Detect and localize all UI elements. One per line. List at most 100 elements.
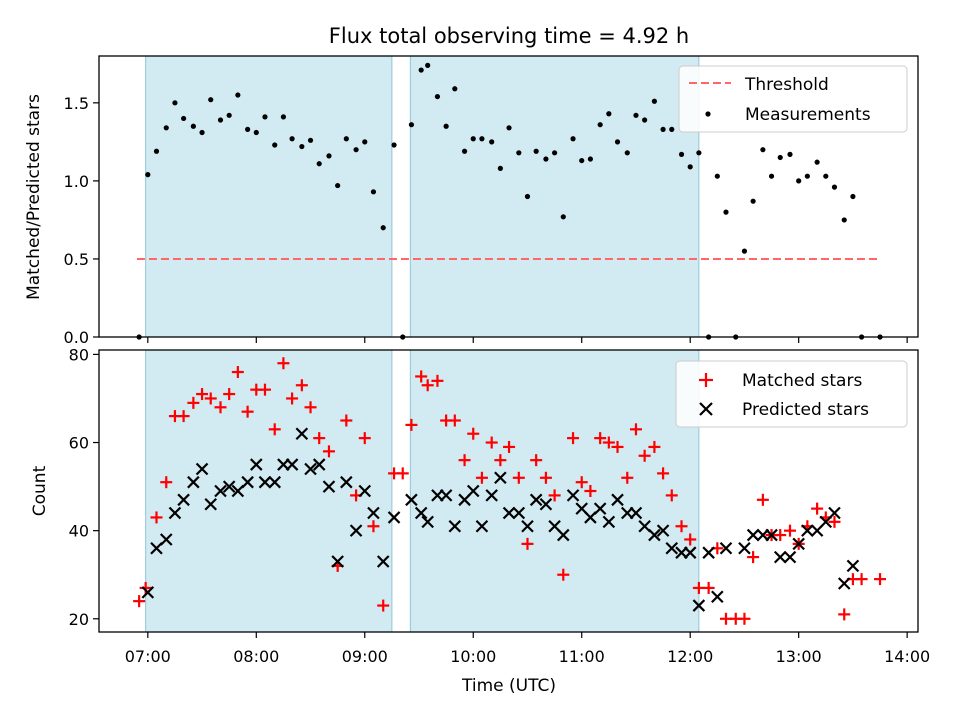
predicted-star-marker bbox=[702, 546, 715, 559]
measurement-point bbox=[696, 150, 702, 156]
measurement-point bbox=[217, 117, 224, 123]
predicted-star-marker bbox=[719, 542, 733, 555]
measurement-point bbox=[208, 97, 214, 103]
predicted-star-marker bbox=[512, 506, 526, 520]
matched-star-marker bbox=[521, 537, 534, 550]
measurement-point bbox=[606, 111, 612, 117]
bottom-y-tick-label: 80 bbox=[69, 345, 89, 364]
predicted-star-marker bbox=[692, 599, 706, 612]
matched-star-marker bbox=[621, 471, 634, 484]
predicted-star-marker bbox=[485, 489, 498, 502]
measurement-point bbox=[841, 217, 847, 223]
measurement-point bbox=[452, 86, 458, 92]
matched-star-marker bbox=[494, 454, 507, 467]
bottom-plot-frame bbox=[98, 349, 919, 633]
matched-star-marker bbox=[485, 436, 498, 449]
measurement-point bbox=[651, 98, 658, 104]
measurement-point bbox=[272, 142, 278, 148]
matched-star-marker bbox=[503, 440, 516, 453]
predicted-star-marker bbox=[204, 497, 218, 511]
measurement-point bbox=[391, 142, 397, 148]
matched-star-marker bbox=[160, 476, 173, 489]
bottom-y-ticks: 20 40 60 80 bbox=[69, 345, 99, 629]
predicted-star-marker bbox=[502, 506, 516, 520]
predicted-star-marker bbox=[439, 489, 453, 502]
predicted-star-marker bbox=[214, 484, 227, 498]
measurement-point bbox=[153, 148, 160, 154]
predicted-star-marker bbox=[539, 497, 553, 511]
top-y-ticks: 0.0 0.5 1.0 1.5 bbox=[64, 94, 99, 347]
predicted-star-marker bbox=[258, 475, 272, 489]
matched-star-marker bbox=[855, 573, 868, 586]
matched-star-marker bbox=[431, 374, 444, 387]
predicted-star-marker bbox=[665, 542, 679, 555]
predicted-star-marker bbox=[295, 427, 309, 440]
top-y-tick-label: 0.5 bbox=[64, 250, 89, 269]
predicted-star-marker bbox=[331, 555, 344, 568]
measurement-point bbox=[533, 148, 539, 154]
predicted-legend-label: Predicted stars bbox=[742, 400, 869, 420]
matched-star-marker bbox=[611, 440, 624, 453]
measurement-point bbox=[814, 159, 820, 165]
predicted-star-marker bbox=[195, 462, 209, 476]
matched-star-marker bbox=[396, 467, 409, 480]
top-panel: 0.0 0.5 1.0 1.5 Matched/Predicted stars Thr… bbox=[24, 55, 919, 347]
x-tick-label: 07:00 bbox=[125, 647, 171, 666]
predicted-star-marker bbox=[250, 458, 263, 471]
measurement-points bbox=[136, 62, 883, 340]
matched-star-marker bbox=[665, 489, 678, 502]
predicted-star-marker bbox=[648, 528, 661, 542]
predicted-star-marker bbox=[340, 475, 353, 489]
predicted-star-marker bbox=[177, 493, 190, 507]
measurement-point bbox=[470, 136, 476, 142]
measurement-point bbox=[570, 136, 576, 142]
matched-star-marker bbox=[358, 432, 371, 445]
matched-star-marker bbox=[783, 524, 796, 537]
matched-star-marker bbox=[367, 520, 380, 533]
matched-star-marker bbox=[196, 388, 209, 401]
predicted-star-marker bbox=[529, 493, 543, 507]
matched-star-marker bbox=[415, 370, 428, 383]
predicted-star-marker bbox=[638, 519, 651, 533]
predicted-star-marker bbox=[312, 458, 326, 471]
predicted-star-marker bbox=[168, 506, 182, 520]
predicted-star-marker bbox=[414, 506, 428, 520]
measurement-point bbox=[479, 136, 485, 142]
measurement-point bbox=[253, 129, 259, 136]
predicted-legend-marker bbox=[699, 402, 713, 416]
measurement-point bbox=[235, 92, 241, 98]
measurement-point bbox=[145, 172, 151, 178]
threshold-legend-label: Threshold bbox=[744, 75, 829, 95]
predicted-star-marker bbox=[828, 506, 841, 520]
measurement-point bbox=[714, 173, 720, 179]
measurement-point bbox=[380, 225, 386, 231]
x-tick-label: 08:00 bbox=[233, 647, 279, 666]
x-tick-label: 10:00 bbox=[450, 647, 496, 666]
measurement-point bbox=[497, 165, 503, 171]
measurement-point bbox=[614, 139, 621, 145]
predicted-star-marker bbox=[448, 519, 462, 533]
measurement-point bbox=[299, 143, 305, 150]
top-y-tick-label: 1.5 bbox=[64, 94, 89, 113]
matched-star-marker bbox=[512, 471, 525, 484]
matched-star-marker bbox=[304, 401, 317, 414]
predicted-star-marker bbox=[837, 577, 851, 590]
measurement-point bbox=[823, 173, 829, 179]
predicted-star-marker bbox=[387, 511, 401, 524]
measurement-point bbox=[181, 115, 187, 122]
matched-star-marker bbox=[377, 599, 390, 612]
predicted-star-marker bbox=[656, 524, 670, 537]
measurement-point bbox=[362, 139, 368, 145]
measurement-point bbox=[796, 178, 802, 184]
matched-star-marker bbox=[756, 493, 769, 506]
measurement-point bbox=[443, 123, 449, 129]
x-tick-label: 13:00 bbox=[776, 647, 822, 666]
measurement-point bbox=[353, 147, 359, 153]
measurement-point bbox=[343, 136, 349, 142]
matched-star-marker bbox=[648, 440, 661, 453]
measurement-point bbox=[831, 184, 838, 190]
measurement-point bbox=[760, 147, 766, 153]
predicted-star-marker bbox=[367, 506, 380, 520]
measurement-point bbox=[741, 248, 748, 254]
matched-star-marker bbox=[594, 432, 607, 445]
